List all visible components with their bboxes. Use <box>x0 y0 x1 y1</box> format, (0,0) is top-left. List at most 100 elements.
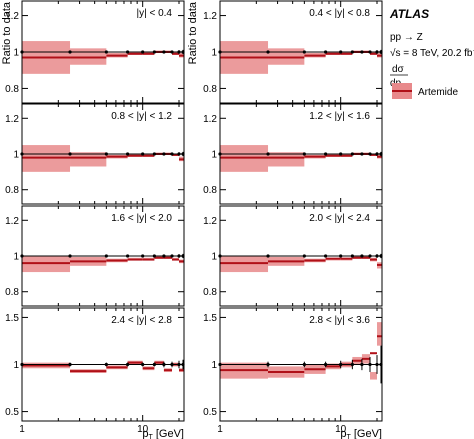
x-tick-label: 10 <box>335 424 347 435</box>
y-tick-label: 0.8 <box>203 287 217 298</box>
band-bin <box>70 152 107 167</box>
data-point <box>360 254 364 258</box>
data-point <box>360 50 364 54</box>
y-tick-label: 1 <box>13 252 19 263</box>
data-point <box>162 50 166 54</box>
data-point <box>302 152 306 156</box>
data-point <box>368 362 372 367</box>
y-axis-title-right: Ratio to data <box>187 1 199 64</box>
data-point <box>104 152 108 156</box>
data-point <box>152 362 156 367</box>
data-point <box>162 362 166 367</box>
panels-group: 0.811.2 |y| < 0.40.811.2 0.4 < |y| < 0.80.… <box>5 0 383 435</box>
observable-numerator: dσ <box>392 64 405 75</box>
data-point <box>68 362 72 367</box>
x-axis-title-right-unit: [GeV] <box>351 428 382 439</box>
y-tick-label: 1.5 <box>203 313 217 324</box>
panel-title: 0.4 < |y| < 0.8 <box>309 8 370 19</box>
data-point <box>126 152 130 156</box>
panel-title: 2.8 < |y| < 3.6 <box>309 315 370 326</box>
panel-3: 0.8 1 1.2 0.8 < |y| < 1.2 <box>5 103 185 205</box>
y-tick-label: 0.8 <box>5 84 19 95</box>
y-tick-label: 0.5 <box>5 407 19 418</box>
data-point <box>302 362 306 367</box>
y-tick-label: 0.8 <box>5 185 19 196</box>
data-point <box>170 50 174 54</box>
panel-title: 1.2 < |y| < 1.6 <box>309 111 370 122</box>
y-tick-label: 1 <box>211 48 217 59</box>
panel-1: 0.8 1 1.2 |y| < 0.4 <box>5 0 185 104</box>
data-point <box>141 50 145 54</box>
data-point <box>126 50 130 54</box>
data-point <box>324 152 328 156</box>
data-point <box>324 254 328 258</box>
data-point <box>339 362 343 367</box>
data-point <box>360 362 364 367</box>
data-point <box>368 152 372 156</box>
data-point <box>350 152 354 156</box>
data-point <box>170 152 174 156</box>
legend: Artemide <box>392 83 458 99</box>
panel-title: 2.0 < |y| < 2.4 <box>309 213 370 224</box>
data-point <box>339 254 343 258</box>
data-point <box>68 254 72 258</box>
y-tick-label: 0.8 <box>203 84 217 95</box>
data-point <box>141 254 145 258</box>
panel-4: 0.8 1 1.2 1.2 < |y| < 1.6 <box>203 103 383 205</box>
x-tick-label: 10 <box>137 424 149 435</box>
data-point <box>152 50 156 54</box>
data-point <box>324 50 328 54</box>
data-point <box>350 254 354 258</box>
data-point <box>152 152 156 156</box>
x-axis-title-left: pT [GeV] <box>142 428 184 439</box>
data-point <box>266 152 270 156</box>
y-tick-label: 1 <box>13 48 19 59</box>
legend-label-artemide: Artemide <box>418 87 458 98</box>
process-label: pp → Z <box>390 32 423 43</box>
data-point <box>339 152 343 156</box>
y-tick-label: 0.8 <box>203 185 217 196</box>
data-point <box>170 362 174 367</box>
data-point <box>104 50 108 54</box>
data-point <box>266 50 270 54</box>
y-tick-label: 1.2 <box>5 114 19 125</box>
data-point <box>104 254 108 258</box>
y-tick-label: 0.8 <box>5 287 19 298</box>
panel-2: 0.8 1 1.2 0.4 < |y| < 0.8 <box>203 0 383 104</box>
y-tick-label: 0.5 <box>203 407 217 418</box>
y-tick-label: 1.2 <box>203 11 217 22</box>
panel-7: 0.511.51 102.4 < |y| < 2.8 <box>5 307 185 435</box>
band-bin <box>377 322 382 346</box>
y-tick-label: 1.2 <box>5 11 19 22</box>
y-tick-label: 1.2 <box>203 216 217 227</box>
x-axis-title-left-unit: [GeV] <box>153 428 184 439</box>
data-point <box>141 152 145 156</box>
data-point <box>302 254 306 258</box>
data-point <box>68 50 72 54</box>
panel-title: 0.8 < |y| < 1.2 <box>111 111 172 122</box>
panel-8: 0.511.51 102.8 < |y| < 3.6 <box>203 307 383 435</box>
x-axis-title-right: pT [GeV] <box>340 428 382 439</box>
panel-title: |y| < 0.4 <box>137 8 173 19</box>
data-point <box>126 362 130 367</box>
data-point <box>368 254 372 258</box>
data-point <box>302 50 306 54</box>
data-point <box>104 362 108 367</box>
y-tick-label: 1.2 <box>203 114 217 125</box>
y-tick-label: 1 <box>211 150 217 161</box>
band-bin <box>268 152 305 167</box>
data-point <box>324 362 328 367</box>
y-axis-title: Ratio to data <box>1 1 13 64</box>
energy-lumi-label: √s = 8 TeV, 20.2 fb⁻¹ <box>390 47 474 59</box>
panel-title: 2.4 < |y| < 2.8 <box>111 315 172 326</box>
x-axis-title-left-sub: T <box>149 434 154 439</box>
data-point <box>170 254 174 258</box>
data-point <box>266 362 270 367</box>
y-tick-label: 1.5 <box>5 313 19 324</box>
data-point <box>162 254 166 258</box>
data-point <box>126 254 130 258</box>
x-axis-title-right-p: p <box>340 428 346 439</box>
experiment-label: ATLAS <box>389 7 429 21</box>
data-point <box>141 362 145 367</box>
